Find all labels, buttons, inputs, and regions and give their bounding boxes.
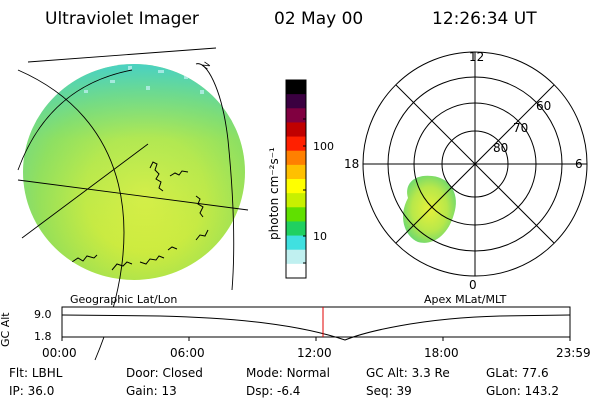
polar-plot: 12 18 6 0 60 70 80 [344,50,588,292]
mlat-label-70: 70 [513,121,528,135]
globe-haze [23,64,245,280]
time-tick-1200: 12:00 [297,346,332,360]
colorbar-band [286,221,306,237]
mlat-label-60: 60 [536,99,551,113]
status-ip: IP: 36.0 [9,384,55,398]
altitude-plot: GC Alt 9.0 1.8 00:00 06:00 12:00 18:00 2… [0,306,591,360]
mlt-label-6: 6 [575,157,583,171]
altitude-curve [61,314,571,341]
colorbar-band [286,263,306,278]
status-seq: Seq: 39 [366,384,412,398]
altitude-tick-high: 9.0 [34,308,52,321]
status-mode: Mode: Normal [246,366,330,380]
coastlines [71,161,209,271]
status-filter: Flt: LBHL [9,366,63,380]
colorbar-band [286,164,306,180]
status-gc-alt: GC Alt: 3.3 Re [366,366,450,380]
status-glat: GLat: 77.6 [486,366,549,380]
colorbar: 100 10 photon cm⁻²s⁻¹ [267,79,334,279]
colorbar-gradient [286,80,306,278]
status-glon: GLon: 143.2 [486,384,559,398]
image-time: 12:26:34 UT [432,9,537,29]
colorbar-band [286,249,306,265]
colorbar-tick-10: 10 [313,230,327,243]
colorbar-band [286,150,306,166]
mlt-label-18: 18 [344,157,359,171]
colorbar-band [286,94,306,109]
time-tick-1800: 18:00 [424,346,459,360]
instrument-title: Ultraviolet Imager [45,9,199,29]
globe-caption: Geographic Lat/Lon [70,293,177,306]
colorbar-band [286,235,306,251]
status-dsp: Dsp: -6.4 [246,384,301,398]
time-tick-2359: 23:59 [556,346,591,360]
colorbar-band [286,207,306,223]
image-date: 02 May 00 [274,9,364,29]
colorbar-band [286,136,306,152]
colorbar-tick-100: 100 [313,140,334,153]
colorbar-band [286,108,306,124]
time-tick-0000: 00:00 [42,346,77,360]
north-marker: N [201,61,213,72]
polar-caption: Apex MLat/MLT [424,293,507,306]
colorbar-band [286,122,306,138]
colorbar-band [286,193,306,208]
colorbar-unit-label: photon cm⁻²s⁻¹ [267,147,281,240]
globe-view: N [17,47,249,361]
colorbar-frame [285,79,307,279]
colorbar-band [286,179,306,194]
altitude-tick-low: 1.8 [34,330,52,343]
mlat-label-80: 80 [493,141,508,155]
status-door: Door: Closed [126,366,203,380]
colorbar-band [286,80,306,95]
status-gain: Gain: 13 [126,384,177,398]
mlt-label-12: 12 [469,50,484,64]
time-tick-0600: 06:00 [170,346,205,360]
altitude-axis-label: GC Alt [0,312,12,347]
mlt-label-0: 0 [469,278,477,292]
